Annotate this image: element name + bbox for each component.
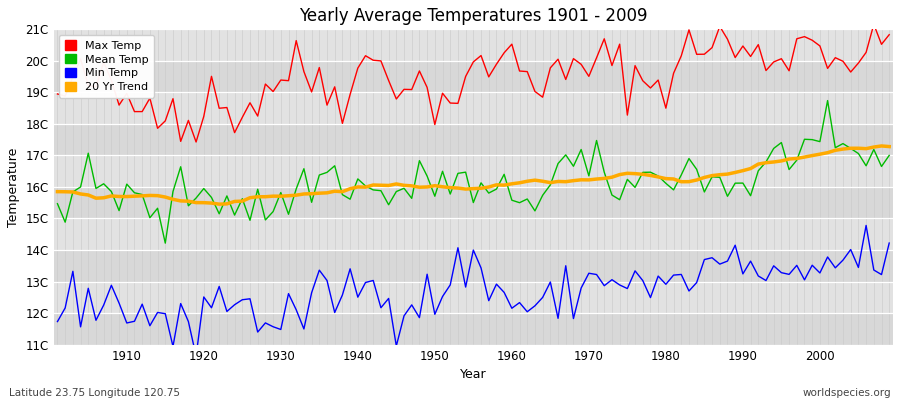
Legend: Max Temp, Mean Temp, Min Temp, 20 Yr Trend: Max Temp, Mean Temp, Min Temp, 20 Yr Tre… bbox=[59, 35, 154, 98]
Bar bbox=[54, 282, 893, 313]
Bar bbox=[54, 187, 893, 218]
Bar bbox=[54, 313, 893, 345]
Title: Yearly Average Temperatures 1901 - 2009: Yearly Average Temperatures 1901 - 2009 bbox=[299, 7, 648, 25]
Bar bbox=[54, 92, 893, 124]
Bar bbox=[54, 61, 893, 92]
Y-axis label: Temperature: Temperature bbox=[7, 147, 20, 227]
Bar bbox=[54, 156, 893, 187]
Bar bbox=[54, 218, 893, 250]
X-axis label: Year: Year bbox=[460, 368, 487, 381]
Bar bbox=[54, 250, 893, 282]
Text: worldspecies.org: worldspecies.org bbox=[803, 388, 891, 398]
Text: Latitude 23.75 Longitude 120.75: Latitude 23.75 Longitude 120.75 bbox=[9, 388, 180, 398]
Bar bbox=[54, 29, 893, 61]
Bar bbox=[54, 124, 893, 156]
